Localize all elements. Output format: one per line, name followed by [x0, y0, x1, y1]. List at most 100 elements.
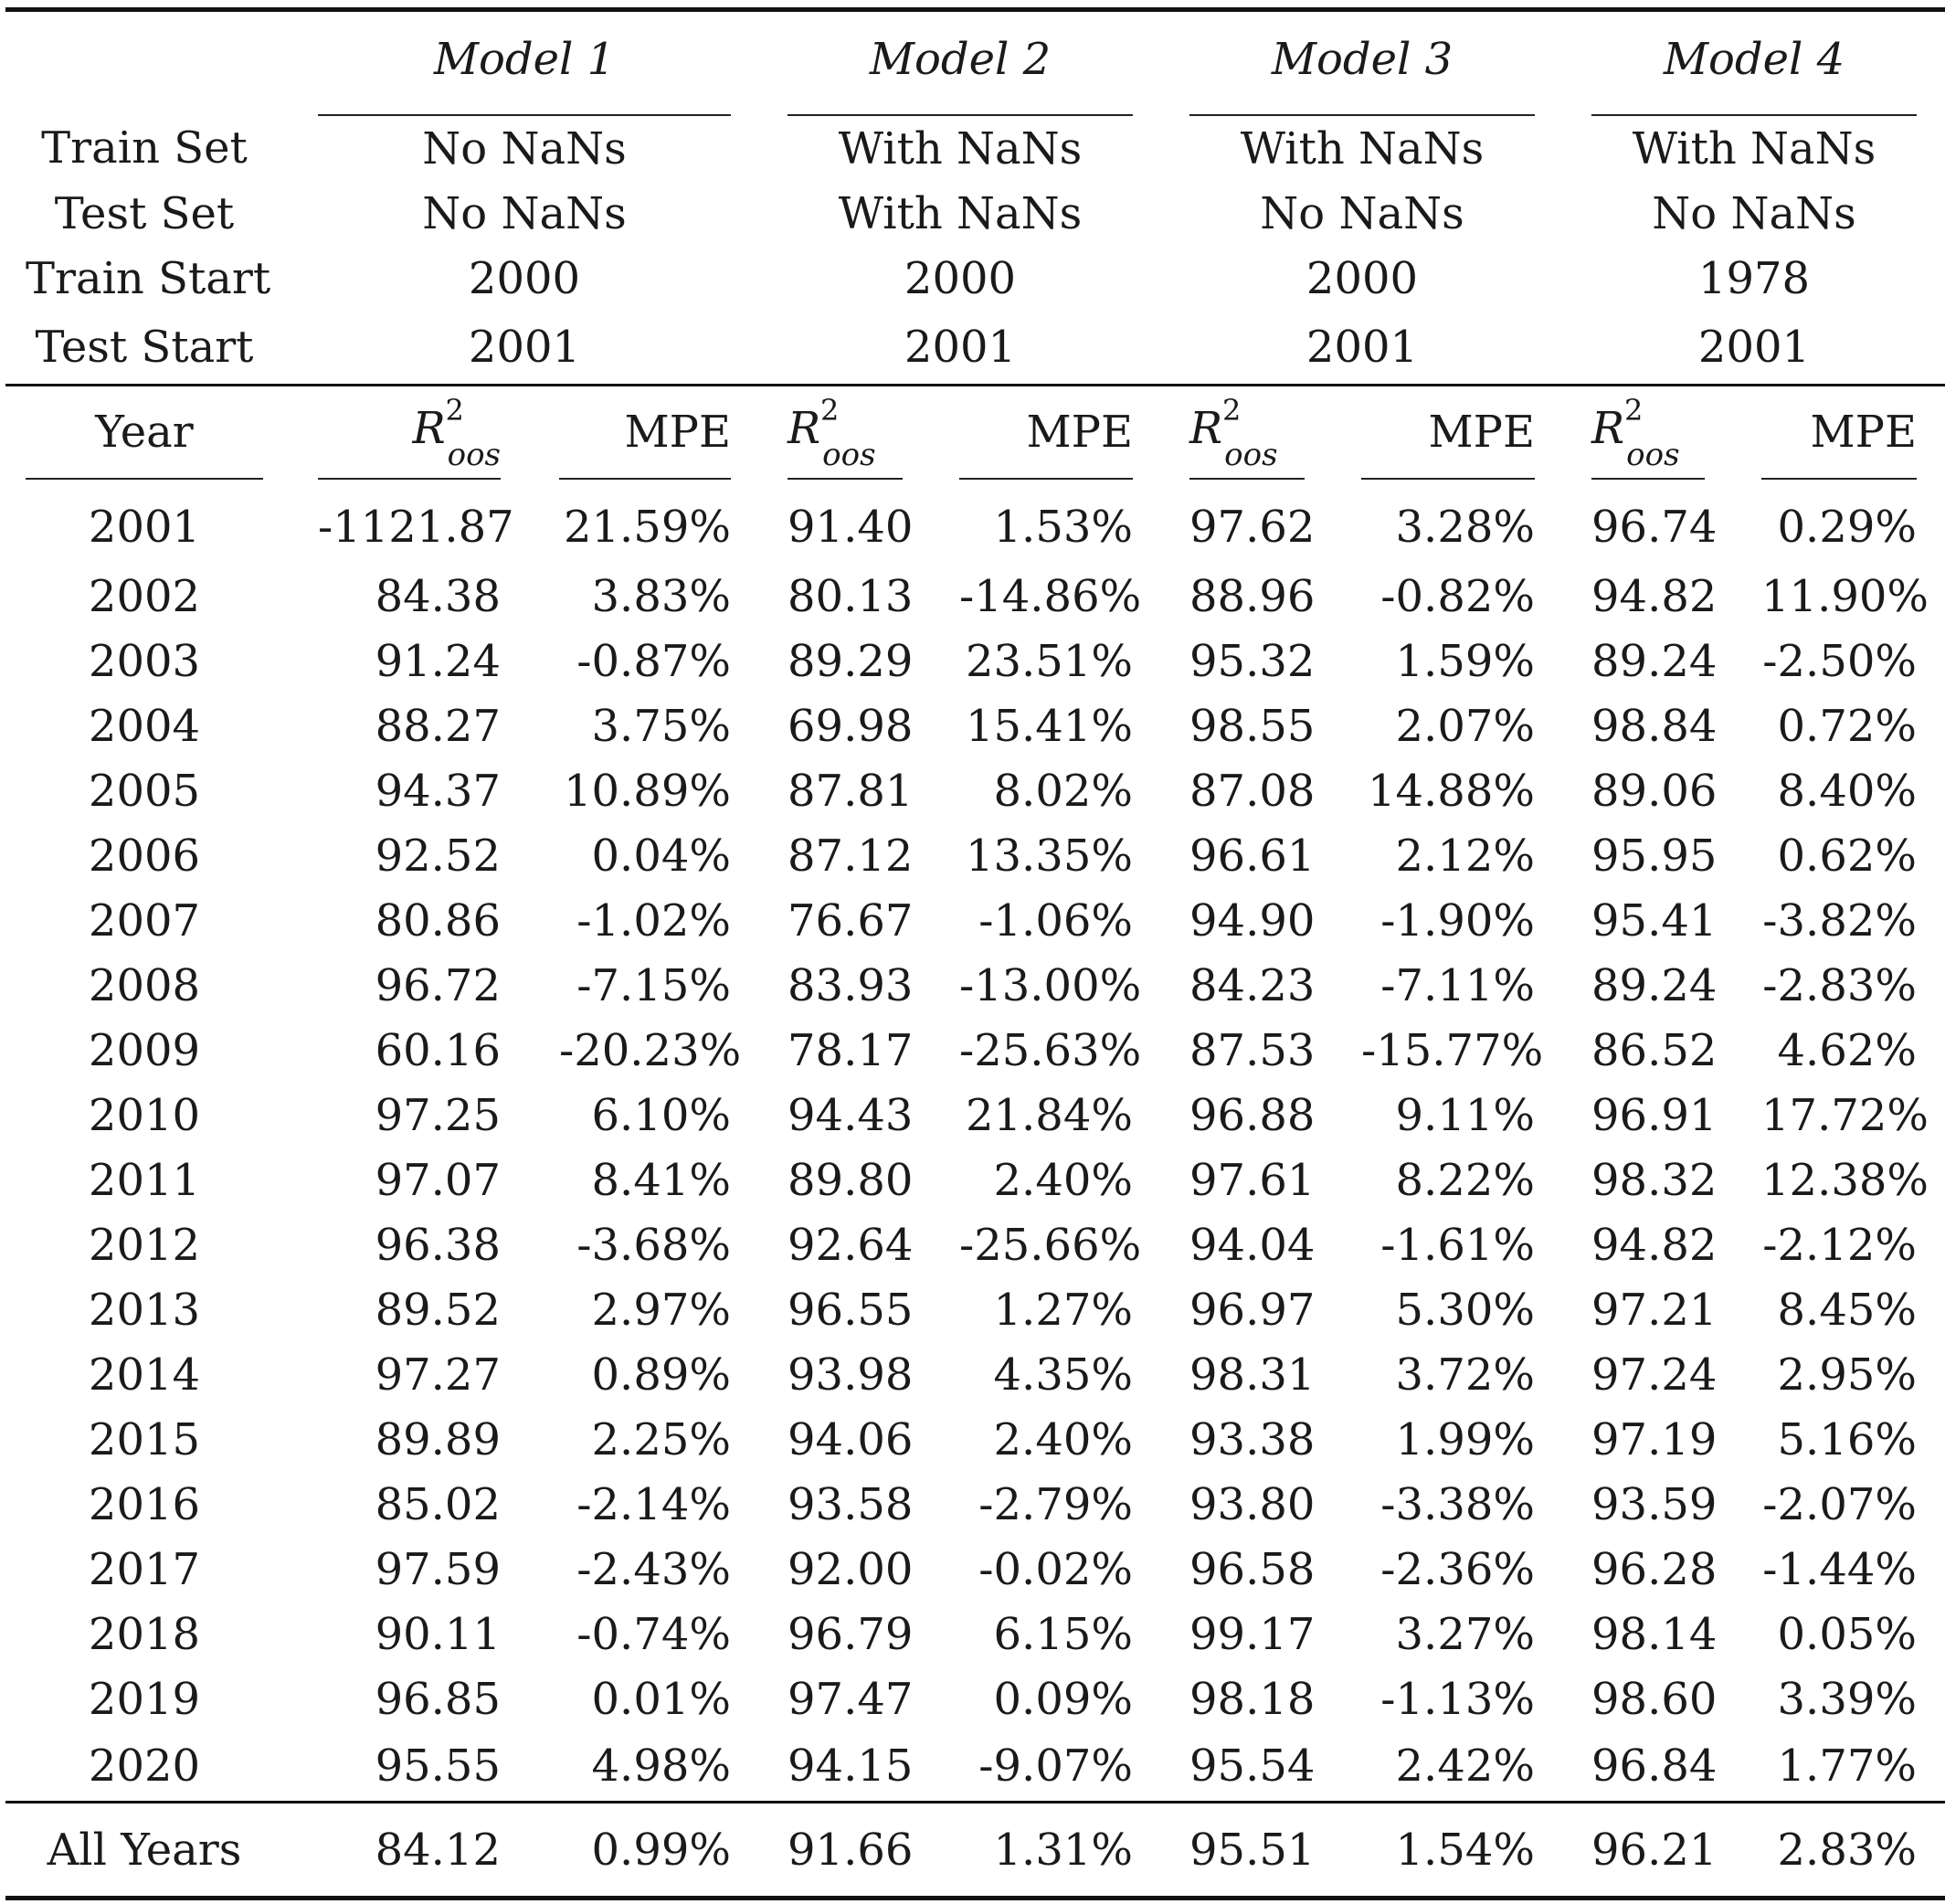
mpe-cell: 9.11%: [1395, 1089, 1535, 1141]
mpe-cell: 0.05%: [1777, 1608, 1917, 1660]
mpe-cell: 8.45%: [1777, 1284, 1917, 1336]
mpe-cell: 2.07%: [1395, 700, 1535, 752]
r2-cell: 89.24: [1591, 959, 1718, 1011]
total-cell: 0.99%: [591, 1824, 731, 1876]
total-cell: 84.12: [375, 1824, 501, 1876]
mpe-cell: 10.89%: [563, 765, 731, 817]
column-header-row: Year R 2 oos MPE R 2 oos MPE R 2 oos MPE R 2 oos…: [5, 386, 1945, 480]
table-row: 2016 85.02 -2.14% 93.58 -2.79% 93.80 -3.38% 93.…: [5, 1472, 1945, 1537]
total-cell: 95.51: [1189, 1824, 1316, 1876]
mpe-cell: 21.84%: [965, 1089, 1133, 1141]
r2-cell: 89.06: [1591, 765, 1718, 817]
r2-cell: 98.60: [1591, 1673, 1718, 1725]
mpe-cell: -13.00%: [959, 959, 1142, 1011]
results-table-container: Model 1 Model 2 Model 3 Model 4 Train Se…: [5, 7, 1945, 1902]
table-row: 2010 97.25 6.10% 94.43 21.84% 96.88 9.11% 96.91…: [5, 1083, 1945, 1148]
r2-cell: 94.06: [788, 1413, 914, 1465]
model-2-r2-header: R 2 oos: [788, 386, 903, 480]
table-row: 2018 90.11 -0.74% 96.79 6.15% 99.17 3.27% 98.14…: [5, 1602, 1945, 1666]
r2-cell: 97.07: [375, 1154, 501, 1206]
model-4-r2-header: R 2 oos: [1591, 386, 1705, 480]
table-row: 2002 84.38 3.83% 80.13 -14.86% 88.96 -0.82% 94.…: [5, 564, 1945, 629]
r2-cell: 92.64: [788, 1219, 914, 1271]
r2-cell: 97.24: [1591, 1349, 1718, 1401]
mpe-cell: 5.16%: [1777, 1413, 1917, 1465]
top-rule: [5, 7, 1945, 14]
r2-cell: 86.52: [1591, 1024, 1718, 1076]
r2-cell: 80.86: [375, 894, 501, 947]
model-2-train-set: With NaNs: [838, 122, 1083, 175]
train-set-row: Train Set No NaNs With NaNs With NaNs Wi…: [5, 115, 1945, 181]
mpe-cell: -2.43%: [576, 1543, 731, 1595]
mpe-cell: 6.10%: [591, 1089, 731, 1141]
mpe-cell: -2.79%: [978, 1478, 1133, 1530]
mpe-cell: -14.86%: [959, 570, 1142, 622]
mpe-cell: 0.62%: [1777, 830, 1917, 882]
mpe-cell: -3.82%: [1762, 894, 1917, 947]
model-1-train-set: No NaNs: [422, 122, 627, 175]
r2-cell: 91.40: [788, 502, 914, 553]
mpe-cell: -2.12%: [1762, 1219, 1917, 1271]
mpe-cell: -0.02%: [978, 1543, 1133, 1595]
mpe-cell: 1.99%: [1395, 1413, 1535, 1465]
year-cell: 2001: [88, 502, 201, 553]
year-cell: 2009: [88, 1024, 201, 1076]
mpe-cell: -9.07%: [978, 1740, 1133, 1792]
table-row: 2001 -1121.87 21.59% 91.40 1.53% 97.62 3.28% 96…: [5, 479, 1945, 564]
mpe-cell: 4.98%: [591, 1740, 731, 1792]
r2-cell: 99.17: [1189, 1608, 1316, 1660]
model-3-mpe-header: MPE: [1361, 386, 1535, 480]
model-3-test-start: 2001: [1305, 322, 1419, 373]
mpe-cell: -2.50%: [1762, 635, 1917, 687]
table-row: 2009 60.16 -20.23% 78.17 -25.63% 87.53 -15.77%…: [5, 1018, 1945, 1083]
r2-cell: 87.08: [1189, 765, 1316, 817]
model-3-train-set: With NaNs: [1240, 122, 1485, 175]
r2-cell: 96.28: [1591, 1543, 1718, 1595]
r2-cell: 94.04: [1189, 1219, 1316, 1271]
mpe-cell: -1.90%: [1380, 894, 1535, 947]
year-header: Year: [26, 386, 263, 480]
r2-cell: 93.98: [788, 1349, 914, 1401]
mpe-cell: 2.12%: [1395, 830, 1535, 882]
table-row: 2006 92.52 0.04% 87.12 13.35% 96.61 2.12% 95.95…: [5, 823, 1945, 888]
mpe-cell: 1.77%: [1777, 1740, 1917, 1792]
table-row: 2014 97.27 0.89% 93.98 4.35% 98.31 3.72% 97.24 2…: [5, 1342, 1945, 1407]
total-cell: 96.21: [1591, 1824, 1718, 1876]
r2-cell: 84.23: [1189, 959, 1316, 1011]
table-row: 2008 96.72 -7.15% 83.93 -13.00% 84.23 -7.11% 89…: [5, 953, 1945, 1018]
r2-cell: 94.90: [1189, 894, 1316, 947]
model-3-r2-header: R 2 oos: [1189, 386, 1305, 480]
mpe-cell: 0.29%: [1777, 502, 1917, 553]
mpe-cell: -0.74%: [576, 1608, 731, 1660]
year-cell: 2002: [88, 570, 201, 622]
total-cell: 1.54%: [1395, 1824, 1535, 1876]
model-1-test-set: No NaNs: [422, 187, 627, 239]
year-cell: 2006: [88, 830, 201, 882]
r2-cell: 94.82: [1591, 1219, 1718, 1271]
model-4-test-set: No NaNs: [1652, 187, 1856, 239]
year-cell: 2017: [88, 1543, 201, 1595]
mpe-cell: 3.27%: [1395, 1608, 1535, 1660]
r2-cell: 96.85: [375, 1673, 501, 1725]
model-3-header: Model 3: [1189, 12, 1535, 116]
mpe-cell: 2.40%: [993, 1413, 1133, 1465]
r2-cell: 98.84: [1591, 700, 1718, 752]
r2-cell: 97.19: [1591, 1413, 1718, 1465]
r2-cell: 94.15: [788, 1740, 914, 1792]
mpe-cell: 12.38%: [1761, 1154, 1929, 1206]
r2-cell: 94.43: [788, 1089, 914, 1141]
r2-cell: 93.59: [1591, 1478, 1718, 1530]
test-start-label: Test Start: [35, 322, 254, 373]
year-cell: 2010: [88, 1089, 201, 1141]
mpe-cell: -0.82%: [1380, 570, 1535, 622]
mpe-cell: 23.51%: [965, 635, 1133, 687]
r2-cell: 88.27: [375, 700, 501, 752]
year-cell: 2008: [88, 959, 201, 1011]
mpe-cell: -1.44%: [1762, 1543, 1917, 1595]
mpe-cell: -2.07%: [1762, 1478, 1917, 1530]
mpe-cell: 1.27%: [993, 1284, 1133, 1336]
r2-cell: 97.21: [1591, 1284, 1718, 1336]
table-row: 2007 80.86 -1.02% 76.67 -1.06% 94.90 -1.90% 95.…: [5, 888, 1945, 953]
model-1-r2-header: R 2 oos: [318, 386, 501, 480]
mpe-cell: -1.61%: [1380, 1219, 1535, 1271]
